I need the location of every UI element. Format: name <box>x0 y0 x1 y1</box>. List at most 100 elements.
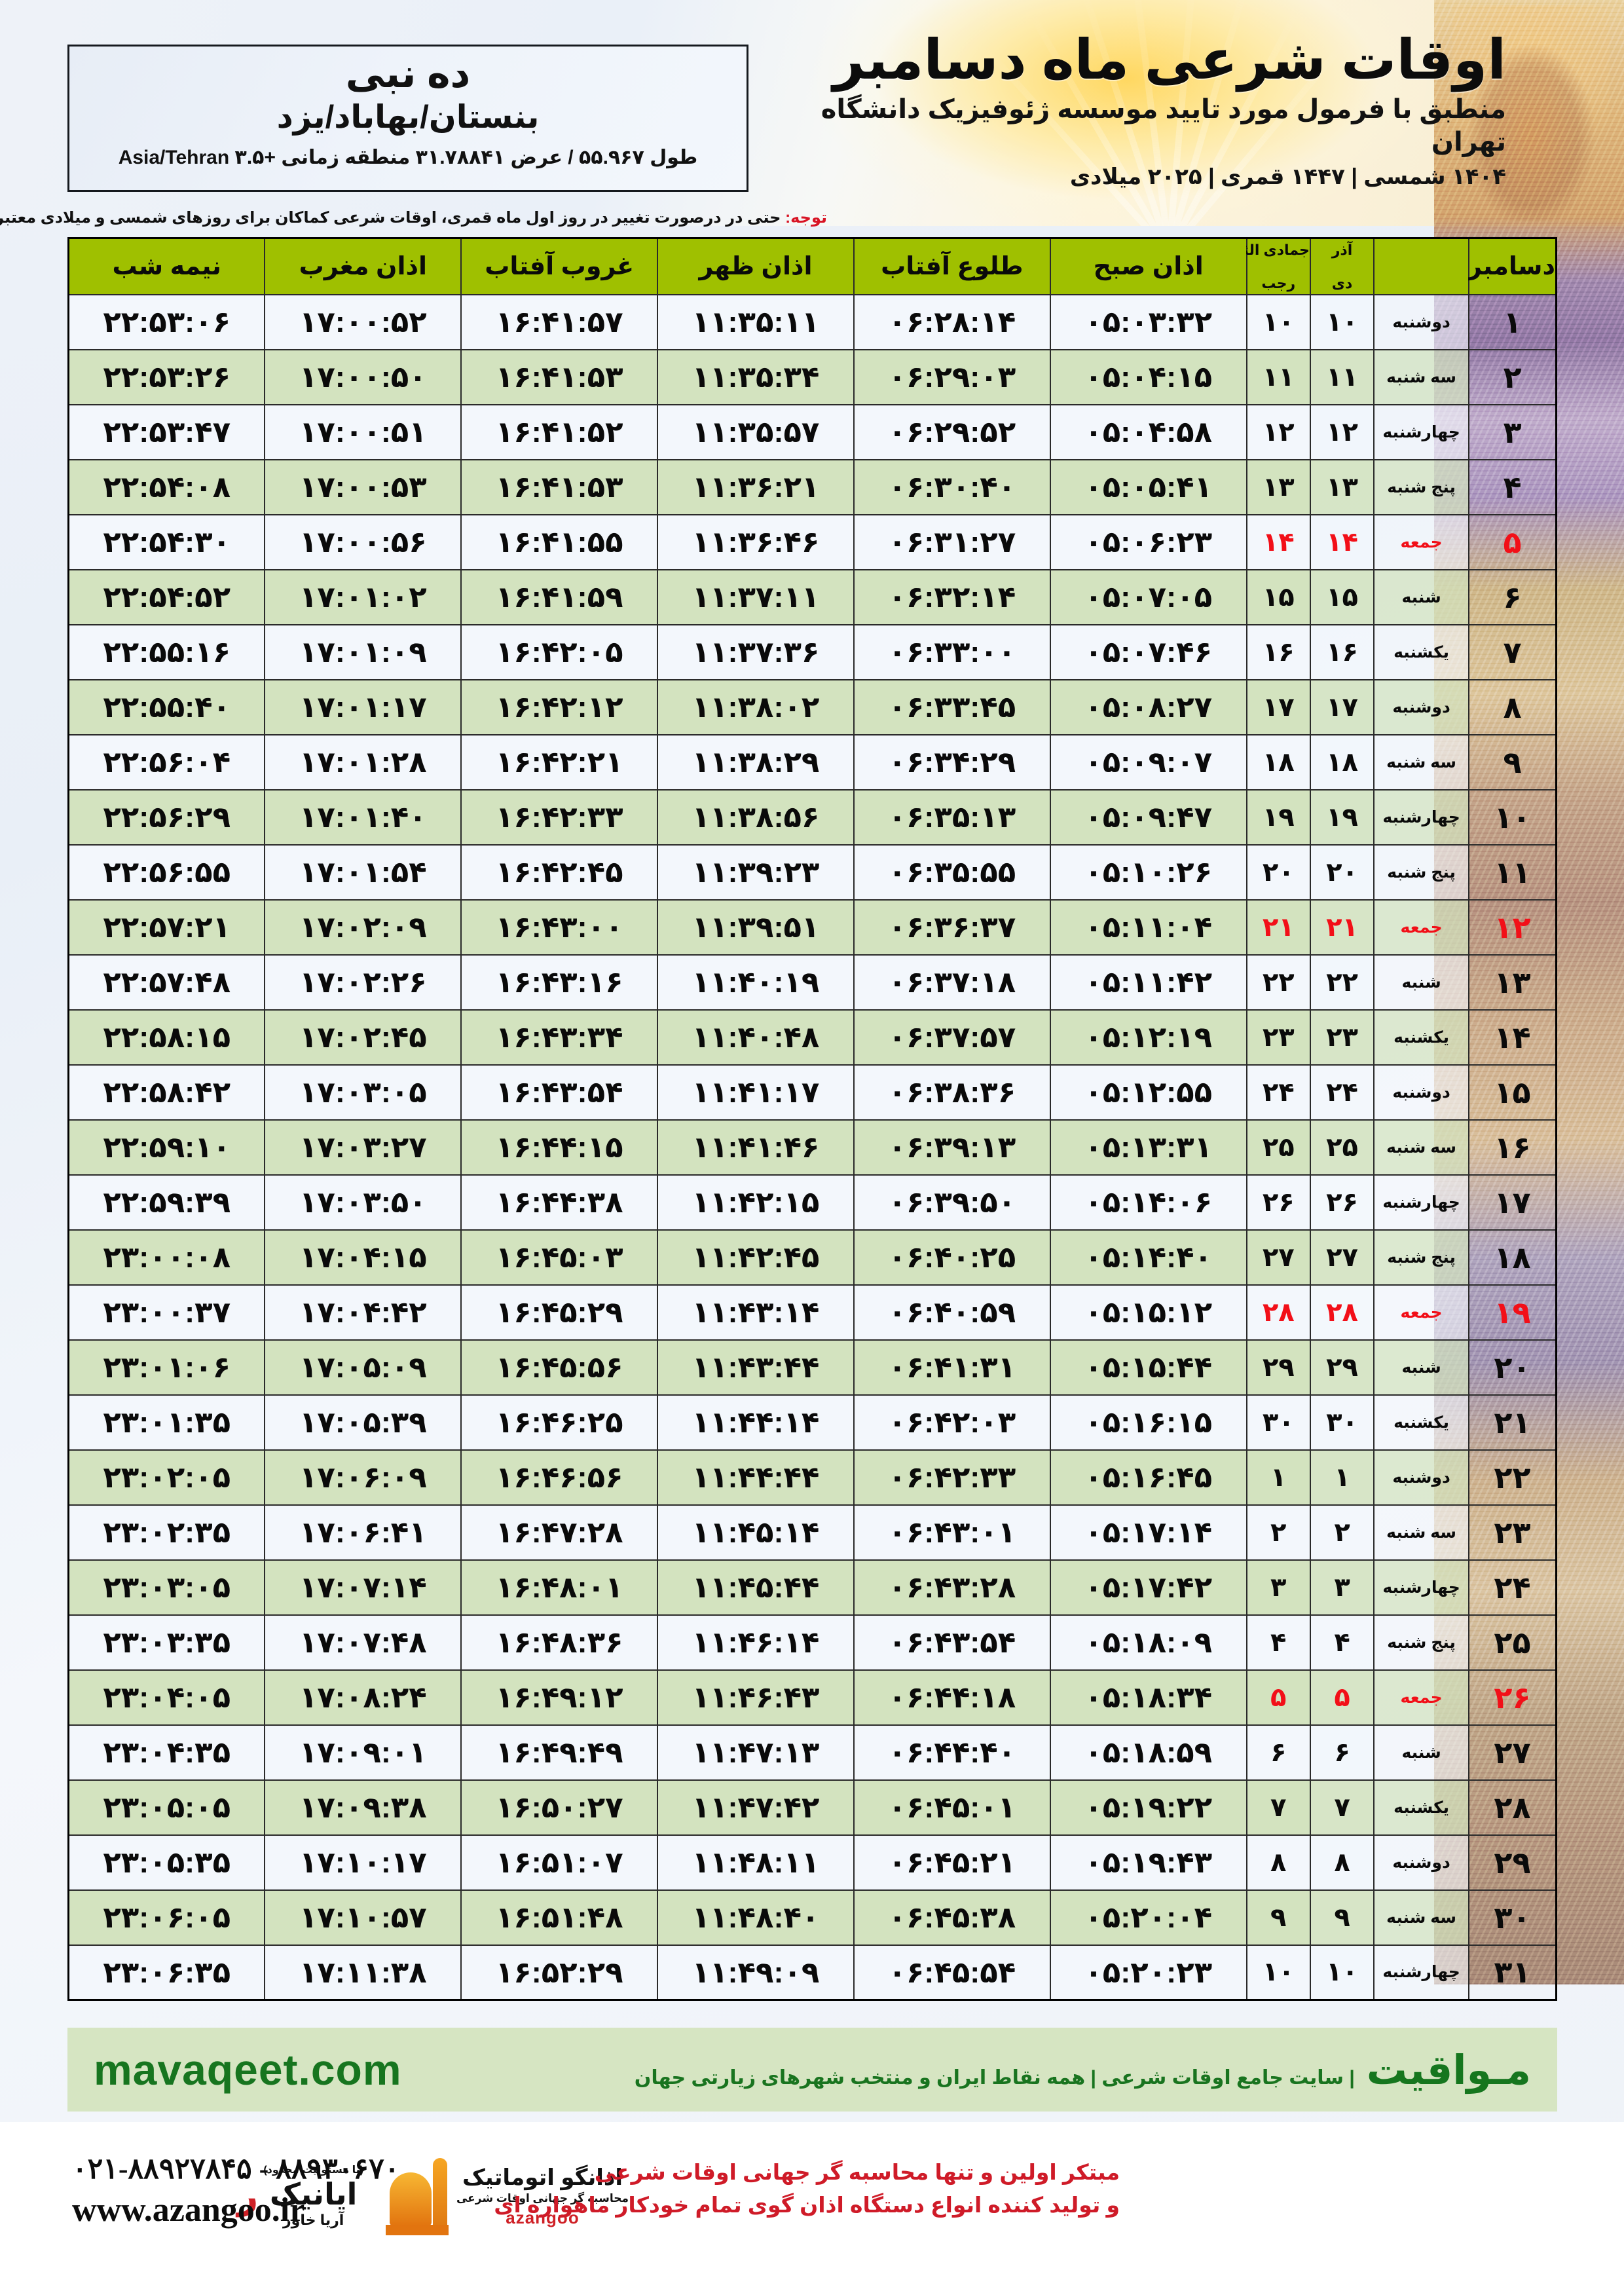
cell-fajr: ۰۵:۱۴:۴۰ <box>1049 1229 1247 1286</box>
cell-hijri: ۱۷ <box>1246 679 1311 735</box>
location-box: ده نبی بنستان/بهاباد/یزد طول ۵۵.۹۶۷ / عر… <box>67 45 748 192</box>
cell-sunrise: ۰۶:۴۲:۰۳ <box>853 1394 1051 1451</box>
cell-sunrise: ۰۶:۳۳:۰۰ <box>853 623 1051 680</box>
azangoo-logo[interactable]: اذانگو اتوماتیک محاسبه گر جهانی اوقات شر… <box>385 2157 629 2235</box>
cell-fajr: ۰۵:۱۸:۵۹ <box>1049 1724 1247 1781</box>
cell-dow: پنج شنبه <box>1373 458 1469 515</box>
cell-fajr: ۰۵:۱۰:۲۶ <box>1049 844 1247 901</box>
hijri-month-bottom: رجب <box>1261 274 1296 291</box>
cell-maghrib: ۱۷:۰۱:۵۴ <box>264 844 462 901</box>
cell-sunrise: ۰۶:۴۵:۵۴ <box>853 1944 1051 2001</box>
cell-shamsi: ۶ <box>1309 1724 1375 1781</box>
cell-fajr: ۰۵:۰۸:۲۷ <box>1049 679 1247 735</box>
cell-fajr: ۰۵:۱۴:۰۶ <box>1049 1174 1247 1231</box>
cell-dhuhr: ۱۱:۴۰:۴۸ <box>657 1009 855 1066</box>
cell-hijri: ۶ <box>1246 1724 1311 1781</box>
rayanik-logo[interactable]: (با مسئولیت محدود) ایانیک آریا خاور ر <box>237 2163 363 2229</box>
cell-gday: ۳۰ <box>1468 1889 1557 1946</box>
cell-midnight: ۲۳:۰۲:۳۵ <box>67 1504 266 1561</box>
cell-shamsi: ۳۰ <box>1309 1394 1375 1451</box>
note-label: توجه: <box>785 209 827 227</box>
cell-shamsi: ۱ <box>1309 1449 1375 1506</box>
cell-sunset: ۱۶:۴۵:۰۳ <box>460 1229 659 1286</box>
cell-midnight: ۲۲:۵۵:۱۶ <box>67 623 266 680</box>
footer-website-link[interactable]: mavaqeet.com <box>94 2045 402 2094</box>
note-text: حتی در درصورت تغییر در روز اول ماه قمری،… <box>0 209 786 227</box>
cell-shamsi: ۵ <box>1309 1669 1375 1726</box>
cell-shamsi: ۷ <box>1309 1779 1375 1836</box>
cell-fajr: ۰۵:۱۹:۲۲ <box>1049 1779 1247 1836</box>
table-row: ۱۸ پنج شنبه ۲۷ ۲۷ ۰۵:۱۴:۴۰ ۰۶:۴۰:۲۵ ۱۱:۴۲:۴۵ ۱۶… <box>67 1229 1557 1286</box>
cell-shamsi: ۲ <box>1309 1504 1375 1561</box>
cell-hijri: ۱۶ <box>1246 623 1311 680</box>
cell-gday: ۲۳ <box>1468 1504 1557 1561</box>
table-row: ۱۷ چهارشنبه ۲۶ ۲۶ ۰۵:۱۴:۰۶ ۰۶:۳۹:۵۰ ۱۱:۴۲:۱۵ ۱۶… <box>67 1174 1557 1231</box>
cell-maghrib: ۱۷:۰۲:۲۶ <box>264 954 462 1011</box>
cell-sunrise: ۰۶:۴۵:۰۱ <box>853 1779 1051 1836</box>
table-row: ۲۲ دوشنبه ۱ ۱ ۰۵:۱۶:۴۵ ۰۶:۴۲:۳۳ ۱۱:۴۴:۴۴ ۱۶:۴۶:… <box>67 1449 1557 1506</box>
cell-sunset: ۱۶:۴۲:۴۵ <box>460 844 659 901</box>
cell-dow: شنبه <box>1373 954 1469 1011</box>
cell-shamsi: ۲۵ <box>1309 1119 1375 1176</box>
cell-gday: ۵ <box>1468 513 1557 570</box>
cell-maghrib: ۱۷:۰۹:۳۸ <box>264 1779 462 1836</box>
cell-dhuhr: ۱۱:۳۹:۲۳ <box>657 844 855 901</box>
cell-midnight: ۲۳:۰۱:۳۵ <box>67 1394 266 1451</box>
cell-sunset: ۱۶:۵۱:۴۸ <box>460 1889 659 1946</box>
cell-maghrib: ۱۷:۱۱:۳۸ <box>264 1944 462 2001</box>
cell-hijri: ۲۲ <box>1246 954 1311 1011</box>
cell-dow: سه شنبه <box>1373 1889 1469 1946</box>
cell-hijri: ۲۱ <box>1246 899 1311 956</box>
cell-gday: ۱۱ <box>1468 844 1557 901</box>
cell-maghrib: ۱۷:۰۱:۱۷ <box>264 679 462 735</box>
cell-shamsi: ۱۹ <box>1309 789 1375 846</box>
cell-midnight: ۲۳:۰۵:۰۵ <box>67 1779 266 1836</box>
cell-midnight: ۲۲:۵۵:۴۰ <box>67 679 266 735</box>
cell-midnight: ۲۲:۵۹:۳۹ <box>67 1174 266 1231</box>
cell-sunset: ۱۶:۴۶:۲۵ <box>460 1394 659 1451</box>
cell-dhuhr: ۱۱:۳۵:۵۷ <box>657 403 855 460</box>
cell-sunrise: ۰۶:۳۱:۲۷ <box>853 513 1051 570</box>
cell-sunrise: ۰۶:۲۸:۱۴ <box>853 293 1051 350</box>
cell-fajr: ۰۵:۱۵:۱۲ <box>1049 1284 1247 1341</box>
cell-midnight: ۲۳:۰۶:۳۵ <box>67 1944 266 2001</box>
cell-sunrise: ۰۶:۳۹:۱۳ <box>853 1119 1051 1176</box>
cell-sunrise: ۰۶:۳۵:۱۳ <box>853 789 1051 846</box>
cell-sunset: ۱۶:۴۴:۱۵ <box>460 1119 659 1176</box>
table-row: ۱۶ سه شنبه ۲۵ ۲۵ ۰۵:۱۳:۳۱ ۰۶:۳۹:۱۳ ۱۱:۴۱:۴۶ ۱۶:… <box>67 1119 1557 1176</box>
cell-shamsi: ۱۷ <box>1309 679 1375 735</box>
cell-sunset: ۱۶:۴۵:۵۶ <box>460 1339 659 1396</box>
cell-dow: پنج شنبه <box>1373 1229 1469 1286</box>
cell-shamsi: ۲۷ <box>1309 1229 1375 1286</box>
cell-fajr: ۰۵:۱۲:۵۵ <box>1049 1064 1247 1121</box>
cell-hijri: ۱۸ <box>1246 734 1311 791</box>
cell-gday: ۲۹ <box>1468 1834 1557 1891</box>
cell-maghrib: ۱۷:۰۳:۵۰ <box>264 1174 462 1231</box>
cell-sunrise: ۰۶:۴۰:۲۵ <box>853 1229 1051 1286</box>
cell-dow: یکشنبه <box>1373 1009 1469 1066</box>
cell-sunset: ۱۶:۴۲:۱۲ <box>460 679 659 735</box>
cell-hijri: ۲۶ <box>1246 1174 1311 1231</box>
cell-midnight: ۲۳:۰۵:۳۵ <box>67 1834 266 1891</box>
footer-website[interactable]: www.azangoo.ir <box>72 2191 305 2229</box>
table-row: ۲۶ جمعه ۵ ۵ ۰۵:۱۸:۳۴ ۰۶:۴۴:۱۸ ۱۱:۴۶:۴۳ ۱۶:۴۹:۱۲… <box>67 1669 1557 1726</box>
cell-dhuhr: ۱۱:۴۶:۱۴ <box>657 1614 855 1671</box>
cell-dow: سه شنبه <box>1373 1504 1469 1561</box>
cell-fajr: ۰۵:۱۳:۳۱ <box>1049 1119 1247 1176</box>
cell-sunset: ۱۶:۴۳:۰۰ <box>460 899 659 956</box>
cell-midnight: ۲۲:۵۳:۴۷ <box>67 403 266 460</box>
cell-midnight: ۲۲:۵۶:۲۹ <box>67 789 266 846</box>
cell-dhuhr: ۱۱:۳۹:۵۱ <box>657 899 855 956</box>
cell-dhuhr: ۱۱:۴۶:۴۳ <box>657 1669 855 1726</box>
cell-hijri: ۱ <box>1246 1449 1311 1506</box>
cell-maghrib: ۱۷:۰۰:۵۰ <box>264 348 462 405</box>
cell-gday: ۲۵ <box>1468 1614 1557 1671</box>
cell-dow: دوشنبه <box>1373 1064 1469 1121</box>
cell-dhuhr: ۱۱:۴۴:۱۴ <box>657 1394 855 1451</box>
cell-dow: دوشنبه <box>1373 1449 1469 1506</box>
cell-maghrib: ۱۷:۰۹:۰۱ <box>264 1724 462 1781</box>
cell-dhuhr: ۱۱:۴۵:۴۴ <box>657 1559 855 1616</box>
table-row: ۲۸ یکشنبه ۷ ۷ ۰۵:۱۹:۲۲ ۰۶:۴۵:۰۱ ۱۱:۴۷:۴۲ ۱۶:۵۰:… <box>67 1779 1557 1836</box>
cell-shamsi: ۲۳ <box>1309 1009 1375 1066</box>
cell-sunset: ۱۶:۴۹:۱۲ <box>460 1669 659 1726</box>
